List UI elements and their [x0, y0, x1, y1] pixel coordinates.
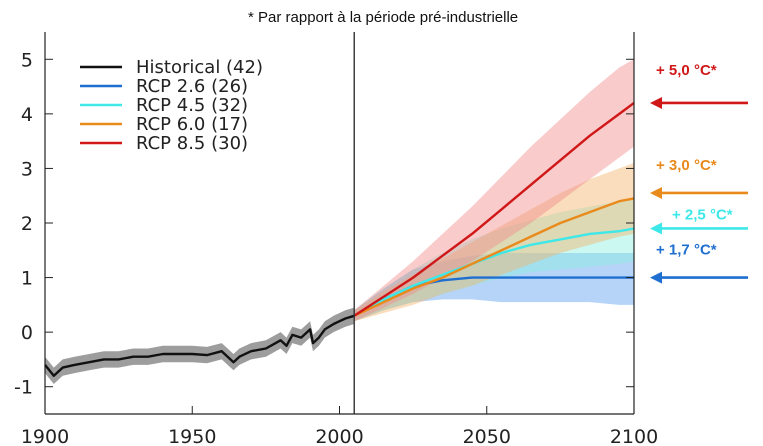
- y-tick-label: 0: [21, 322, 33, 344]
- annotation-label: + 3,0 °C*: [656, 157, 717, 174]
- arrow-head-icon: [650, 222, 662, 235]
- series-line-rcp-4: [353, 101, 635, 317]
- x-tick-label: 2050: [463, 426, 511, 446]
- legend-entry: RCP 4.5 (32): [136, 95, 248, 116]
- y-tick-label: 1: [21, 268, 33, 290]
- chart-note: * Par rapport à la période pré-industrie…: [248, 9, 518, 26]
- legend-entry: RCP 8.5 (30): [136, 133, 248, 154]
- y-tick-label: 4: [21, 104, 33, 126]
- y-tick-label: 5: [21, 49, 33, 71]
- y-tick-label: 2: [21, 213, 33, 235]
- y-tick-label: 3: [21, 158, 33, 180]
- arrow-head-icon: [650, 96, 662, 109]
- legend-entry: Historical (42): [136, 57, 263, 78]
- arrow-head-icon: [650, 186, 662, 199]
- series-band-rcp-4: [354, 59, 634, 322]
- x-axis-ticks: 1900 1950 2000 2050 2100: [21, 406, 658, 446]
- series-line-rcp-2: [353, 227, 635, 317]
- legend: Historical (42)RCP 2.6 (26)RCP 4.5 (32)R…: [80, 57, 263, 154]
- annotation-label: + 5,0 °C*: [656, 62, 717, 79]
- annotation-label: + 2,5 °C*: [672, 206, 733, 223]
- series-lines: [44, 101, 635, 377]
- x-tick-label: 2000: [315, 426, 363, 446]
- x-tick-label: 2100: [610, 426, 658, 446]
- warming-annotations: + 5,0 °C* + 3,0 °C* + 2,5 °C* + 1,7 °C*: [650, 62, 748, 284]
- legend-entry: RCP 2.6 (26): [136, 76, 248, 97]
- uncertainty-bands: [45, 59, 634, 384]
- arrow-head-icon: [650, 271, 662, 284]
- legend-entry: RCP 6.0 (17): [136, 114, 248, 135]
- series-band-historical-0: [45, 307, 355, 384]
- series-band-rcp-2: [354, 198, 634, 322]
- annotation-label: + 1,7 °C*: [656, 242, 717, 259]
- y-axis-ticks: 5 4 3 2 1 0 -1: [14, 49, 634, 399]
- y-tick-label: -1: [14, 377, 33, 399]
- series-line-historical-0: [44, 314, 355, 377]
- x-tick-label: 1950: [168, 426, 216, 446]
- series-line-rcp-3: [353, 197, 635, 317]
- x-tick-label: 1900: [21, 426, 69, 446]
